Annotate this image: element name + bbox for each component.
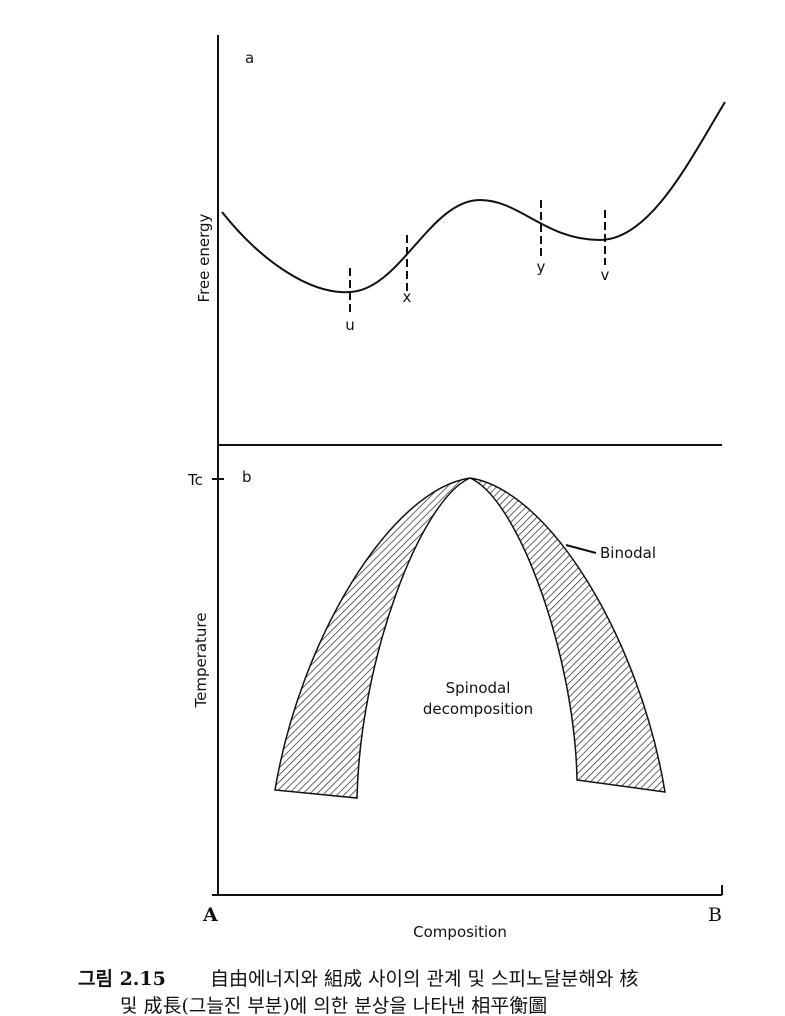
panel-label: b bbox=[242, 468, 252, 486]
point-label: x bbox=[403, 288, 412, 306]
tc-label: Tc bbox=[187, 471, 203, 489]
caption-number: 그림 2.15 bbox=[78, 968, 166, 990]
x-axis-label: Composition bbox=[413, 923, 507, 941]
leader-line bbox=[565, 544, 597, 554]
x-left-label: A bbox=[202, 904, 218, 926]
binodal-label: Binodal bbox=[600, 544, 656, 562]
point-label: u bbox=[345, 316, 355, 334]
free-energy-curve bbox=[221, 101, 726, 294]
x-right-label: B bbox=[708, 904, 722, 926]
point-label: y bbox=[537, 258, 546, 276]
point-label: v bbox=[601, 266, 610, 284]
region-label: decomposition bbox=[423, 700, 533, 718]
y-axis-label: Free energy bbox=[195, 213, 213, 302]
caption-line: 및 成長(그늘진 부분)에 의한 분상을 나타낸 相平衡圖 bbox=[120, 995, 547, 1016]
panel-label: a bbox=[245, 49, 254, 67]
metastable-region bbox=[469, 477, 666, 793]
y-axis-label: Temperature bbox=[192, 612, 210, 708]
region-label: Spinodal bbox=[446, 679, 511, 697]
caption-line: 自由에너지와 組成 사이의 관계 및 스피노달분해와 核 bbox=[210, 968, 638, 990]
